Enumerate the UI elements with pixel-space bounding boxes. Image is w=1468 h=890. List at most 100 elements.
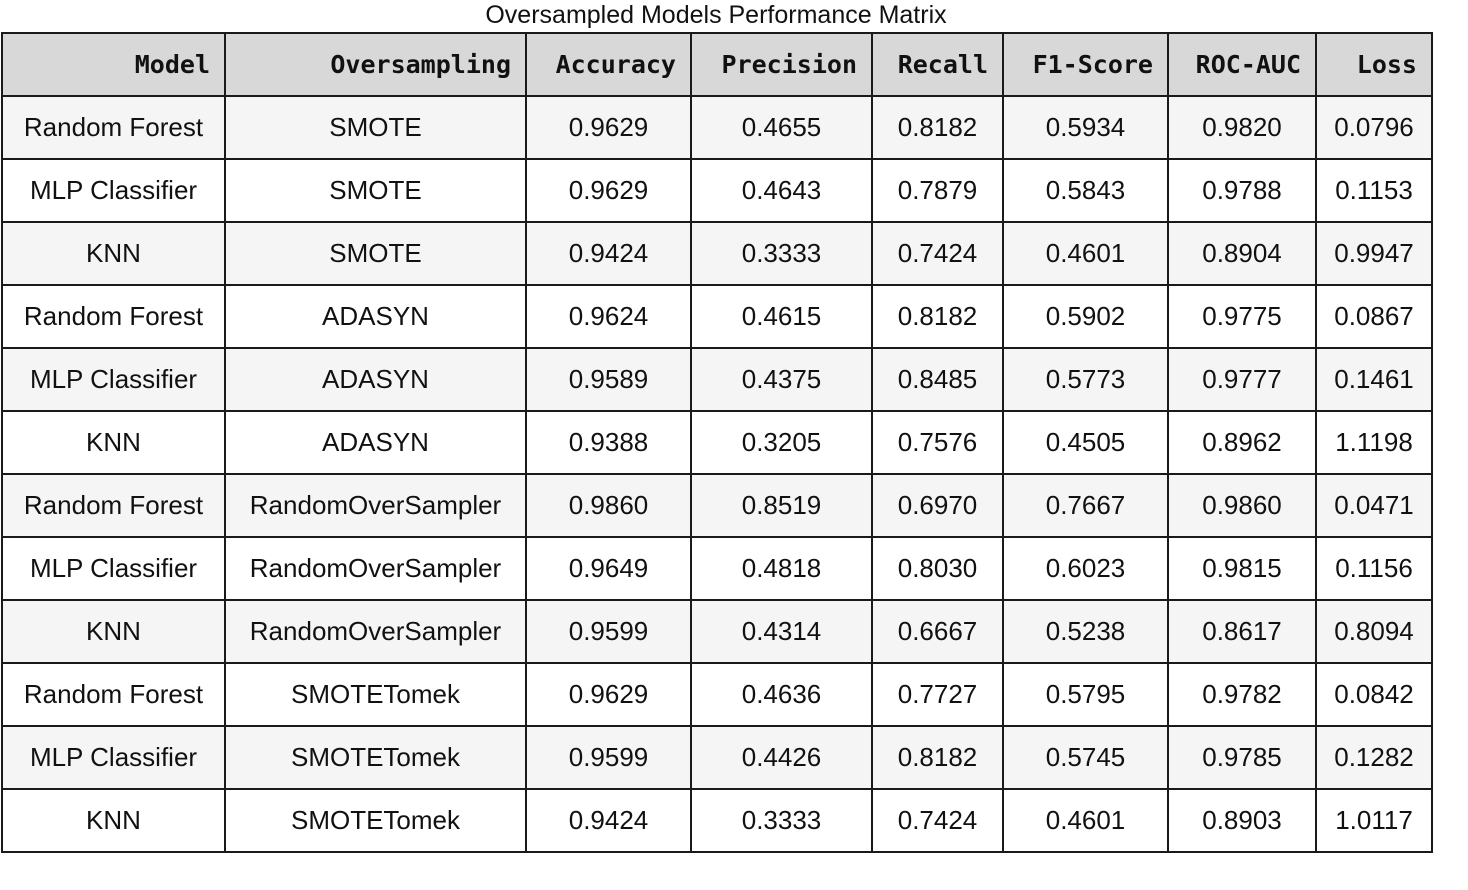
cell-accuracy: 0.9629 [525, 95, 692, 160]
cell-loss: 0.1282 [1315, 725, 1433, 790]
table-row: MLP Classifier ADASYN 0.9589 0.4375 0.8485 0.… [1, 347, 1433, 412]
cell-loss: 0.0796 [1315, 95, 1433, 160]
cell-f1-score: 0.5238 [1002, 599, 1169, 664]
cell-f1-score: 0.6023 [1002, 536, 1169, 601]
cell-oversampling: RandomOverSampler [224, 536, 527, 601]
chart-title: Oversampled Models Performance Matrix [485, 1, 947, 29]
cell-roc-auc: 0.9815 [1167, 536, 1317, 601]
table-row: KNN SMOTETomek 0.9424 0.3333 0.7424 0.4601 0.8… [1, 788, 1433, 853]
cell-model: MLP Classifier [1, 158, 226, 223]
cell-roc-auc: 0.8904 [1167, 221, 1317, 286]
cell-model: MLP Classifier [1, 347, 226, 412]
cell-loss: 0.1156 [1315, 536, 1433, 601]
cell-recall: 0.7727 [871, 662, 1004, 727]
column-header-model: Model [1, 32, 226, 97]
cell-f1-score: 0.5902 [1002, 284, 1169, 349]
table-row: MLP Classifier RandomOverSampler 0.9649 0.4… [1, 536, 1433, 601]
cell-oversampling: SMOTE [224, 158, 527, 223]
column-header-precision: Precision [690, 32, 873, 97]
cell-precision: 0.4615 [690, 284, 873, 349]
cell-accuracy: 0.9599 [525, 725, 692, 790]
cell-recall: 0.7424 [871, 788, 1004, 853]
column-header-f1-score: F1-Score [1002, 32, 1169, 97]
cell-oversampling: ADASYN [224, 347, 527, 412]
cell-roc-auc: 0.8962 [1167, 410, 1317, 475]
header-row: Model Oversampling Accuracy Precision Recall… [1, 32, 1433, 97]
cell-precision: 0.4426 [690, 725, 873, 790]
cell-oversampling: SMOTETomek [224, 725, 527, 790]
table-row: KNN SMOTE 0.9424 0.3333 0.7424 0.4601 0.8904 0.… [1, 221, 1433, 286]
cell-loss: 0.8094 [1315, 599, 1433, 664]
cell-precision: 0.4375 [690, 347, 873, 412]
cell-loss: 0.1461 [1315, 347, 1433, 412]
cell-precision: 0.4818 [690, 536, 873, 601]
cell-model: MLP Classifier [1, 536, 226, 601]
cell-f1-score: 0.5773 [1002, 347, 1169, 412]
cell-precision: 0.3205 [690, 410, 873, 475]
cell-recall: 0.8182 [871, 725, 1004, 790]
table-row: Random Forest SMOTE 0.9629 0.4655 0.8182 0.59… [1, 95, 1433, 160]
table-row: MLP Classifier SMOTETomek 0.9599 0.4426 0.81… [1, 725, 1433, 790]
cell-accuracy: 0.9589 [525, 347, 692, 412]
cell-model: KNN [1, 599, 226, 664]
cell-roc-auc: 0.9860 [1167, 473, 1317, 538]
cell-f1-score: 0.5795 [1002, 662, 1169, 727]
column-header-accuracy: Accuracy [525, 32, 692, 97]
cell-f1-score: 0.5934 [1002, 95, 1169, 160]
cell-recall: 0.7879 [871, 158, 1004, 223]
cell-recall: 0.8182 [871, 95, 1004, 160]
cell-recall: 0.7576 [871, 410, 1004, 475]
cell-model: KNN [1, 410, 226, 475]
cell-model: Random Forest [1, 284, 226, 349]
cell-recall: 0.6970 [871, 473, 1004, 538]
cell-model: Random Forest [1, 662, 226, 727]
cell-f1-score: 0.5745 [1002, 725, 1169, 790]
table-row: KNN RandomOverSampler 0.9599 0.4314 0.6667 0.… [1, 599, 1433, 664]
cell-loss: 0.0842 [1315, 662, 1433, 727]
cell-recall: 0.8182 [871, 284, 1004, 349]
cell-recall: 0.6667 [871, 599, 1004, 664]
cell-accuracy: 0.9599 [525, 599, 692, 664]
cell-model: Random Forest [1, 473, 226, 538]
cell-roc-auc: 0.9782 [1167, 662, 1317, 727]
cell-roc-auc: 0.8903 [1167, 788, 1317, 853]
cell-accuracy: 0.9424 [525, 221, 692, 286]
cell-accuracy: 0.9388 [525, 410, 692, 475]
cell-accuracy: 0.9629 [525, 662, 692, 727]
cell-oversampling: SMOTETomek [224, 788, 527, 853]
cell-loss: 0.0867 [1315, 284, 1433, 349]
cell-accuracy: 0.9860 [525, 473, 692, 538]
cell-model: Random Forest [1, 95, 226, 160]
column-header-loss: Loss [1315, 32, 1433, 97]
cell-accuracy: 0.9424 [525, 788, 692, 853]
cell-roc-auc: 0.9820 [1167, 95, 1317, 160]
column-header-oversampling: Oversampling [224, 32, 527, 97]
cell-oversampling: ADASYN [224, 284, 527, 349]
cell-oversampling: SMOTETomek [224, 662, 527, 727]
cell-accuracy: 0.9624 [525, 284, 692, 349]
cell-f1-score: 0.7667 [1002, 473, 1169, 538]
cell-roc-auc: 0.8617 [1167, 599, 1317, 664]
cell-accuracy: 0.9629 [525, 158, 692, 223]
cell-roc-auc: 0.9777 [1167, 347, 1317, 412]
cell-loss: 1.0117 [1315, 788, 1433, 853]
cell-precision: 0.3333 [690, 221, 873, 286]
cell-f1-score: 0.5843 [1002, 158, 1169, 223]
cell-oversampling: RandomOverSampler [224, 599, 527, 664]
cell-accuracy: 0.9649 [525, 536, 692, 601]
table-row: KNN ADASYN 0.9388 0.3205 0.7576 0.4505 0.8962 1… [1, 410, 1433, 475]
cell-model: KNN [1, 788, 226, 853]
cell-loss: 0.9947 [1315, 221, 1433, 286]
cell-model: MLP Classifier [1, 725, 226, 790]
table-row: Random Forest SMOTETomek 0.9629 0.4636 0.772… [1, 662, 1433, 727]
cell-f1-score: 0.4601 [1002, 788, 1169, 853]
cell-roc-auc: 0.9785 [1167, 725, 1317, 790]
cell-precision: 0.4636 [690, 662, 873, 727]
cell-precision: 0.4314 [690, 599, 873, 664]
cell-oversampling: SMOTE [224, 95, 527, 160]
performance-matrix-table: Model Oversampling Accuracy Precision Recall… [1, 32, 1433, 853]
cell-recall: 0.8485 [871, 347, 1004, 412]
cell-roc-auc: 0.9788 [1167, 158, 1317, 223]
column-header-recall: Recall [871, 32, 1004, 97]
column-header-roc-auc: ROC-AUC [1167, 32, 1317, 97]
